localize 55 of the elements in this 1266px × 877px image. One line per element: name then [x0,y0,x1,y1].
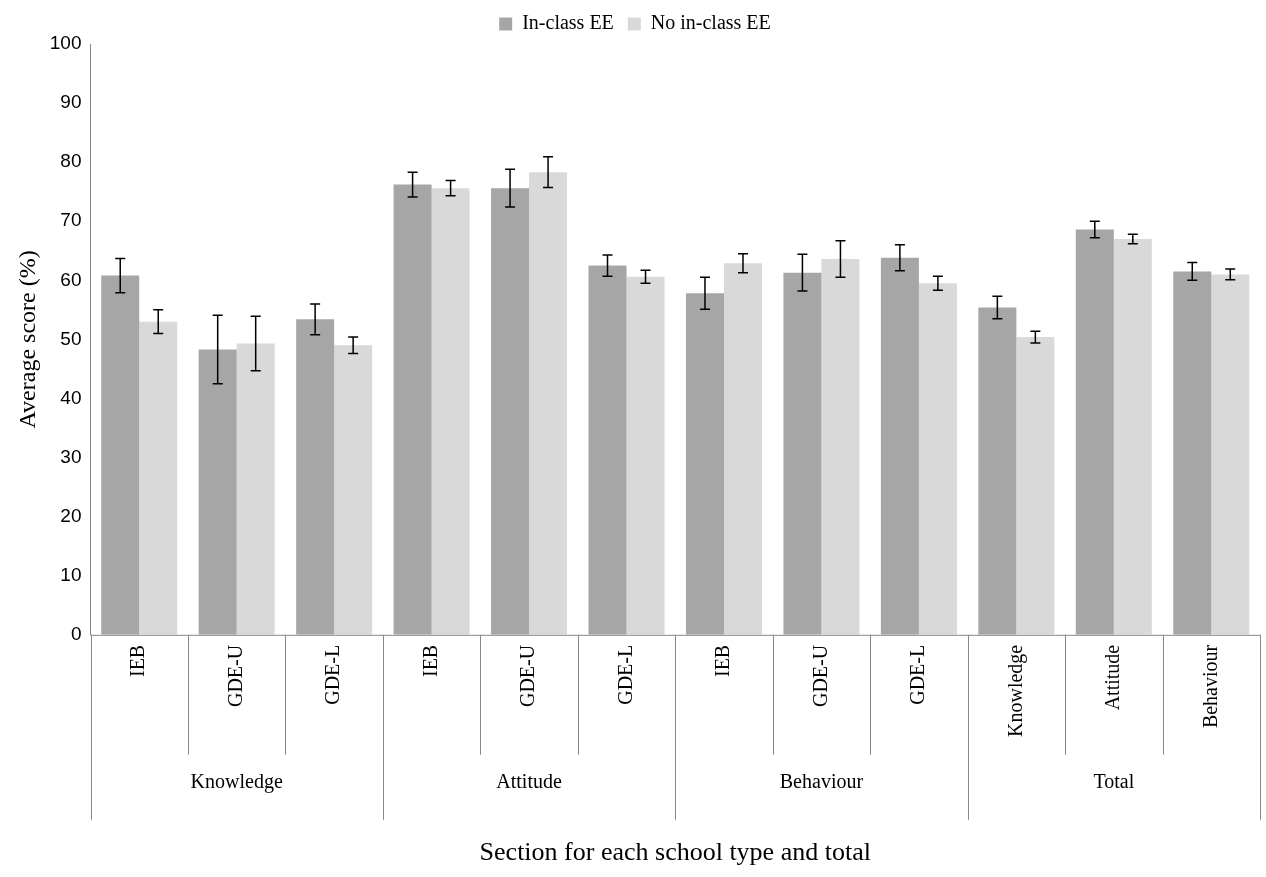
text: Attitude [496,770,562,793]
x-tick-label: GDE-L [906,644,929,705]
x-tick-label: Knowledge [1003,644,1027,738]
x-axis-title: Section for each school type and total [479,836,871,866]
bar [978,307,1017,635]
x-tick-label: GDE-U [223,644,246,708]
bar [918,283,957,635]
text: Total [1093,770,1135,793]
y-tick-label: 60 [60,268,82,290]
bar [1173,271,1212,635]
bar [431,188,470,635]
bar [529,172,568,635]
bar [101,275,140,635]
x-tick-label: GDE-U [808,644,831,708]
bar [588,265,627,635]
y-tick-label: 20 [60,504,82,526]
text: Knowledge [190,770,283,794]
x-tick-label: Attitude [1101,644,1124,711]
x-tick-label: IEB [126,644,149,678]
bar [334,345,373,635]
x-tick-label: Behaviour [1198,644,1221,729]
legend-label: In-class EE [522,11,614,34]
y-tick-label: 30 [60,445,82,467]
x-tick-label: IEB [418,644,441,678]
bar [1211,274,1250,635]
bar [626,276,665,635]
bar [1113,238,1152,635]
y-tick-label: 70 [60,209,82,231]
bar [198,349,237,635]
y-tick-label: 100 [49,32,82,54]
bar [1075,229,1114,635]
bar [1016,337,1055,635]
bar [296,319,335,635]
bar [783,272,822,635]
y-tick-label: 90 [60,91,82,113]
y-tick-label: 40 [60,386,82,408]
text: Behaviour [779,770,864,793]
bar [236,343,275,635]
y-tick-label: 0 [70,623,82,645]
x-tick-label: GDE-L [613,644,636,705]
bar [139,321,178,635]
bar [880,257,919,635]
legend-label: No in-class EE [650,11,771,34]
x-tick-label: IEB [711,644,734,678]
x-tick-label: GDE-U [516,644,539,708]
bar [491,188,530,635]
bar [821,259,860,635]
y-tick-label: 80 [60,150,82,172]
bar [685,293,724,635]
y-tick-label: 10 [60,563,82,585]
y-tick-label: 50 [60,327,82,349]
bar [393,184,432,635]
x-tick-label: GDE-L [321,644,344,705]
bar [723,263,762,635]
y-axis-title: Average score (%) [13,250,40,429]
